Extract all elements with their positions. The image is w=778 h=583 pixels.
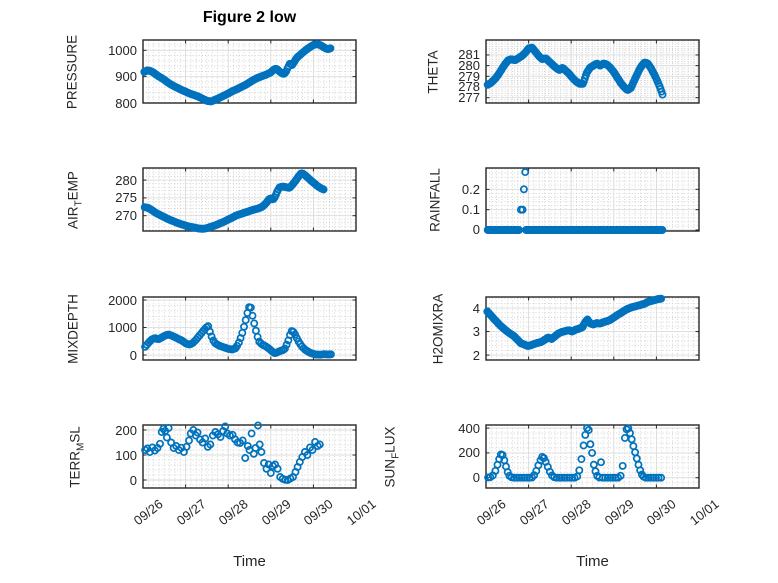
data-markers	[141, 421, 324, 484]
subplot-air_temp	[140, 167, 357, 233]
minor-grid	[486, 168, 699, 231]
y-tick-label: 3	[472, 324, 480, 340]
minor-grid	[486, 40, 699, 103]
axes-box	[142, 167, 357, 232]
y-axis-label-pressure: PRESSURE	[64, 34, 80, 109]
data-markers	[484, 424, 666, 482]
y-tick-label: 281	[458, 47, 480, 63]
y-tick-label: 280	[458, 58, 480, 74]
axes-box	[142, 296, 357, 361]
minor-grid	[486, 297, 699, 360]
x-axis-label-right: Time	[576, 553, 609, 570]
y-tick-label: 0	[472, 222, 480, 238]
y-tick-label: 275	[115, 190, 137, 206]
axes-box	[485, 39, 700, 104]
y-tick-label: 4	[472, 300, 480, 316]
y-axis-label-mixdepth: MIXDEPTH	[65, 293, 81, 364]
data-markers	[483, 168, 667, 234]
subplot-terr_msl	[141, 421, 357, 489]
figure-title: Figure 2 low	[202, 9, 297, 26]
subplot-pressure	[140, 39, 357, 106]
y-tick-label: 278	[458, 79, 480, 95]
y-tick-label: 100	[115, 447, 137, 463]
subplot-rainfall	[483, 167, 700, 234]
subplot-sun_flux	[484, 424, 700, 489]
y-axis-label-air_temp: AIRTEMP	[65, 170, 85, 229]
y-tick-label: 280	[115, 172, 137, 188]
y-tick-label: 270	[115, 208, 137, 224]
data-markers	[140, 40, 335, 106]
y-tick-label: 1000	[108, 42, 137, 58]
y-tick-label: 900	[115, 69, 137, 85]
minor-grid	[143, 425, 356, 488]
y-tick-label: 279	[458, 68, 480, 84]
y-tick-label: 0.1	[461, 202, 480, 218]
y-tick-label: 200	[115, 422, 137, 438]
x-axis-label-left: Time	[233, 553, 266, 570]
y-axis-label-theta: THETA	[425, 49, 441, 94]
y-axis-label-rainfall: RAINFALL	[427, 167, 443, 232]
minor-grid	[486, 425, 699, 488]
y-tick-label: 0	[129, 347, 137, 363]
subplot-theta	[483, 39, 700, 104]
y-tick-label: 0.2	[461, 181, 480, 197]
subplot-mixdepth	[141, 296, 357, 361]
y-tick-label: 0	[129, 472, 137, 488]
major-grid	[143, 168, 356, 231]
data-markers	[140, 169, 328, 233]
data-markers	[483, 43, 667, 99]
y-axis-label-sun_flux: SUNFLUX	[382, 426, 402, 487]
axes-box	[485, 424, 700, 489]
y-tick-label: 1000	[108, 320, 137, 336]
axes-box	[142, 424, 357, 489]
y-tick-label: 400	[458, 420, 480, 436]
y-tick-label: 277	[458, 90, 480, 106]
y-tick-label: 0	[472, 470, 480, 486]
major-grid	[143, 425, 356, 488]
y-tick-label: 200	[458, 445, 480, 461]
y-axis-label-terr_msl: TERRMSL	[67, 425, 87, 488]
y-axis-label-h2omixra: H2OMIXRA	[430, 293, 446, 364]
minor-grid	[143, 297, 356, 360]
axes-box	[485, 296, 700, 361]
y-tick-label: 2000	[108, 292, 137, 308]
y-tick-label: 800	[115, 95, 137, 111]
y-tick-label: 2	[472, 347, 480, 363]
data-markers	[141, 303, 335, 359]
subplot-h2omixra	[483, 294, 700, 361]
data-markers	[483, 294, 666, 350]
